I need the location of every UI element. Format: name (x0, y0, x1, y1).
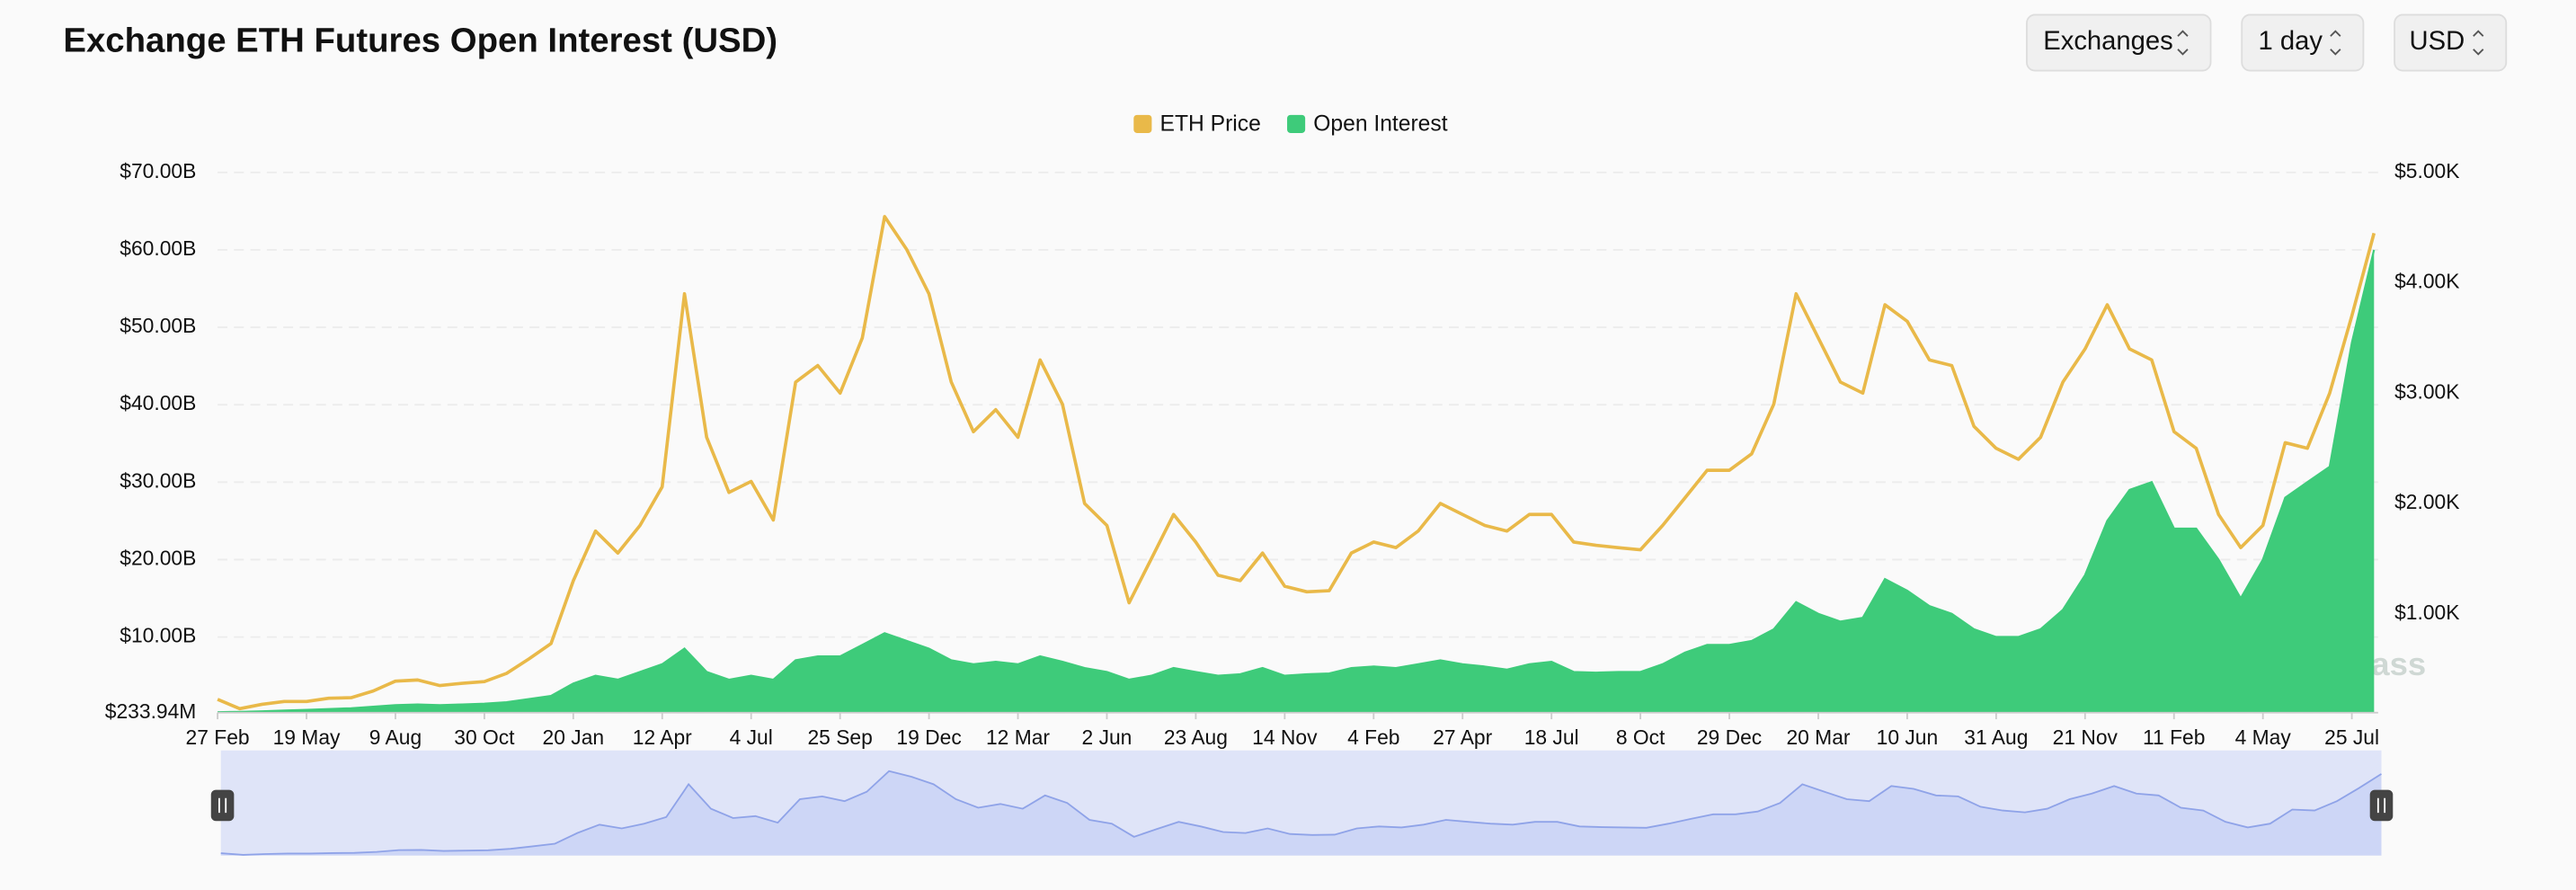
y2-tick-label: $2.00K (2394, 490, 2459, 513)
y2-tick-label: $4.00K (2394, 270, 2459, 293)
x-tick-label: 8 Oct (1616, 725, 1666, 749)
controls: Exchanges 1 day USD (2026, 13, 2508, 72)
select-arrow (2473, 30, 2484, 56)
y-tick-label: $70.00B (120, 159, 196, 182)
price-line (217, 215, 2376, 711)
select-arrow (2177, 30, 2189, 56)
x-tick-label: 2 Jun (1082, 725, 1133, 749)
y-tick-label: $233.94M (105, 699, 197, 723)
currency-label[interactable]: USD (2410, 27, 2465, 56)
x-tick-label: 21 Nov (2053, 725, 2119, 749)
chart-title: Exchange ETH Futures Open Interest (USD) (63, 22, 777, 60)
x-tick-label: 19 May (273, 725, 341, 749)
legend-swatch (1287, 114, 1306, 133)
exchanges-select[interactable] (2026, 13, 2212, 72)
legend-label: ETH Price (1160, 111, 1261, 136)
x-tick-label: 9 Aug (369, 725, 422, 749)
y2-tick-label: $5.00K (2394, 159, 2459, 182)
x-tick-label: 10 Jun (1877, 725, 1939, 749)
x-tick-label: 20 Jan (543, 725, 605, 749)
y-tick-label: $30.00B (120, 468, 196, 492)
y2-tick-label: $1.00K (2394, 601, 2459, 624)
navigator-handle[interactable] (210, 789, 235, 822)
handle-grip (2376, 797, 2386, 814)
handle-grip (218, 797, 227, 814)
x-tick-label: 27 Feb (186, 725, 250, 749)
navigator-handle[interactable] (2369, 789, 2394, 822)
x-tick-label: 12 Mar (986, 725, 1050, 749)
navigator-area (220, 770, 2382, 856)
x-tick-label: 14 Nov (1252, 725, 1318, 749)
y2-tick-label: $3.00K (2394, 379, 2459, 403)
y-tick-label: $20.00B (120, 547, 196, 570)
legend-swatch (1133, 114, 1152, 133)
x-tick-label: 30 Oct (454, 725, 515, 749)
interval-label[interactable]: 1 day (2259, 27, 2323, 56)
x-tick-label: 29 Dec (1697, 725, 1762, 749)
y-tick-label: $60.00B (120, 236, 196, 260)
x-tick-label: 19 Dec (896, 725, 961, 749)
x-tick-label: 4 Jul (730, 725, 773, 749)
exchanges-label[interactable]: Exchanges (2043, 27, 2173, 56)
area-fill (218, 250, 2375, 713)
x-tick-label: 4 May (2235, 725, 2292, 749)
navigator-line (220, 770, 2382, 856)
x-tick-label: 31 Aug (1964, 725, 2028, 749)
x-tick-label: 25 Jul (2324, 725, 2379, 749)
x-tick-label: 11 Feb (2143, 725, 2205, 749)
interval-select[interactable] (2241, 13, 2365, 72)
y-tick-label: $10.00B (120, 624, 196, 647)
y-tick-label: $40.00B (120, 391, 196, 414)
x-tick-label: 4 Feb (1347, 725, 1399, 749)
x-tick-label: 12 Apr (633, 725, 692, 749)
y-tick-label: $50.00B (120, 314, 196, 337)
x-tick-label: 23 Aug (1164, 725, 1228, 749)
x-tick-label: 18 Jul (1524, 725, 1579, 749)
area-line (218, 249, 2376, 714)
select-arrow (2330, 30, 2341, 56)
x-tick-label: 25 Sep (807, 725, 872, 749)
x-tick-label: 20 Mar (1786, 725, 1850, 749)
currency-select[interactable] (2394, 13, 2508, 72)
legend-label: Open Interest (1313, 111, 1447, 136)
x-tick-label: 27 Apr (1433, 725, 1492, 749)
